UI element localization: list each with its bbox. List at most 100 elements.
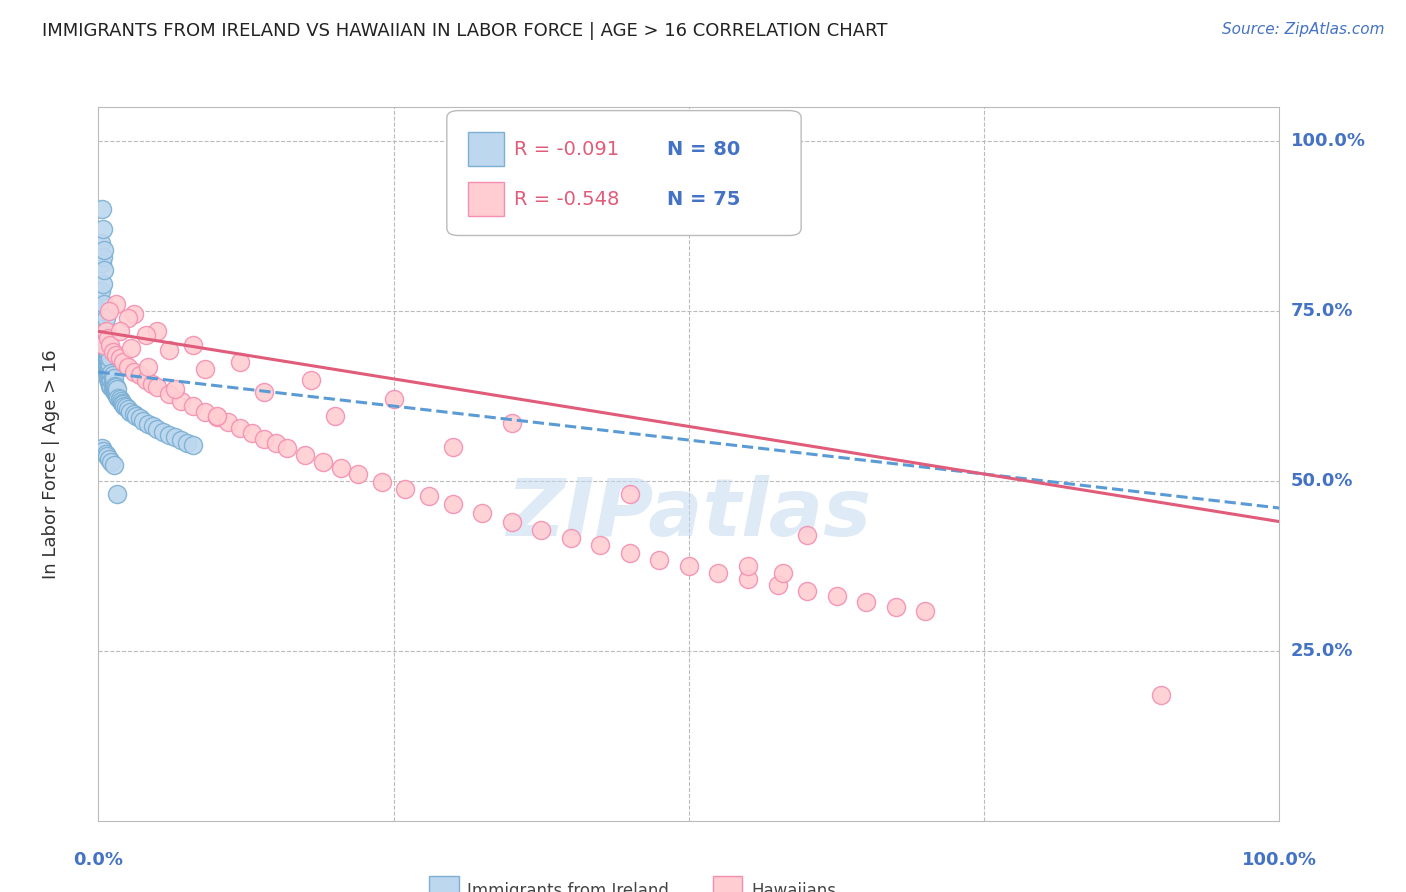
Point	[98, 372, 121, 386]
Point	[128, 411, 150, 425]
Point	[157, 427, 180, 442]
Point	[471, 506, 494, 520]
Point	[152, 425, 174, 439]
Point	[299, 373, 322, 387]
Point	[619, 546, 641, 560]
Point	[100, 455, 122, 469]
Point	[648, 552, 671, 566]
Point	[132, 414, 155, 428]
Point	[104, 378, 127, 392]
Point	[105, 348, 128, 362]
Point	[98, 355, 121, 369]
Point	[98, 365, 121, 379]
Point	[94, 338, 117, 352]
Point	[91, 250, 114, 264]
Point	[707, 566, 730, 581]
Point	[94, 324, 117, 338]
Point	[855, 595, 877, 609]
Point	[501, 515, 523, 529]
Point	[98, 304, 121, 318]
Point	[121, 341, 143, 355]
Point	[103, 458, 125, 472]
Point	[110, 393, 132, 408]
Text: 0.0%: 0.0%	[73, 851, 124, 869]
Point	[103, 384, 125, 398]
Text: 25.0%: 25.0%	[1291, 641, 1353, 660]
Point	[94, 324, 117, 338]
Point	[105, 297, 128, 311]
Point	[97, 344, 120, 359]
Point	[157, 387, 180, 401]
Point	[97, 372, 120, 386]
Text: IMMIGRANTS FROM IRELAND VS HAWAIIAN IN LABOR FORCE | AGE > 16 CORRELATION CHART: IMMIGRANTS FROM IRELAND VS HAWAIIAN IN L…	[42, 22, 887, 40]
Point	[91, 202, 114, 216]
Point	[100, 380, 122, 394]
Text: N = 75: N = 75	[666, 190, 740, 209]
Text: N = 80: N = 80	[666, 140, 740, 159]
Point	[97, 351, 120, 366]
Point	[181, 399, 204, 413]
Point	[294, 448, 316, 462]
Point	[125, 409, 148, 424]
Point	[101, 382, 124, 396]
Point	[371, 475, 394, 489]
Point	[122, 307, 145, 321]
Text: Immigrants from Ireland: Immigrants from Ireland	[467, 881, 669, 892]
Point	[104, 385, 127, 400]
Bar	[468, 182, 503, 216]
Point	[796, 583, 818, 598]
Point	[94, 310, 117, 325]
Point	[194, 361, 217, 376]
Point	[108, 392, 131, 407]
Point	[146, 324, 169, 338]
Point	[276, 441, 298, 455]
Point	[98, 378, 121, 392]
Point	[101, 344, 124, 359]
Point	[90, 284, 112, 298]
Point	[253, 385, 276, 400]
Point	[96, 351, 118, 366]
Point	[91, 304, 114, 318]
Point	[146, 422, 169, 436]
Point	[120, 404, 142, 418]
Text: 50.0%: 50.0%	[1291, 472, 1353, 490]
Point	[560, 531, 582, 545]
Point	[98, 338, 121, 352]
Point	[103, 377, 125, 392]
Point	[766, 578, 789, 592]
Point	[96, 365, 118, 379]
Point	[181, 438, 204, 452]
Point	[1150, 688, 1173, 702]
Point	[97, 331, 120, 345]
Point	[205, 409, 228, 424]
Point	[112, 355, 135, 369]
Point	[117, 310, 139, 325]
Point	[170, 393, 193, 408]
Point	[105, 387, 128, 401]
Point	[146, 380, 169, 394]
Text: ZIPatlas: ZIPatlas	[506, 475, 872, 553]
Point	[105, 389, 128, 403]
Point	[97, 365, 120, 379]
Point	[194, 404, 217, 418]
Point	[93, 297, 115, 311]
Point	[382, 392, 405, 407]
Point	[96, 338, 118, 352]
Point	[100, 367, 122, 381]
Point	[94, 447, 117, 461]
Point	[135, 327, 157, 342]
Point	[96, 450, 118, 464]
Text: R = -0.091: R = -0.091	[515, 140, 619, 159]
Point	[112, 397, 135, 411]
Point	[112, 399, 135, 413]
Point	[98, 368, 121, 383]
Point	[96, 359, 118, 373]
Point	[329, 461, 352, 475]
Point	[136, 417, 159, 431]
Point	[105, 380, 128, 394]
Point	[108, 324, 131, 338]
Text: Source: ZipAtlas.com: Source: ZipAtlas.com	[1222, 22, 1385, 37]
Point	[772, 566, 794, 580]
FancyBboxPatch shape	[447, 111, 801, 235]
Point	[181, 338, 204, 352]
